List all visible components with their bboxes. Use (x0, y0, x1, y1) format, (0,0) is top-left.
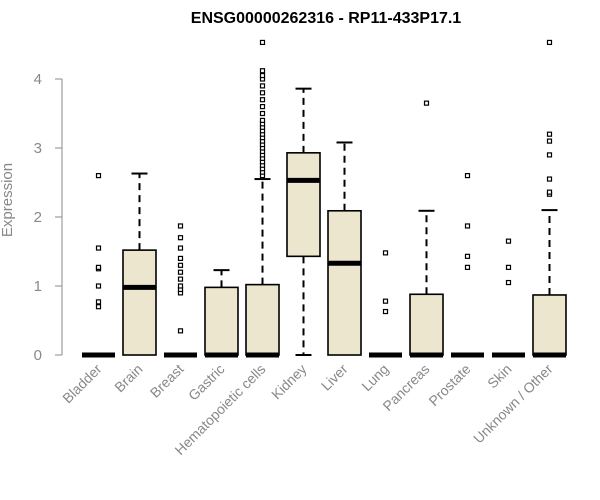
x-tick-label: Breast (147, 361, 187, 401)
outlier-point (464, 264, 471, 270)
box-prostate (451, 173, 484, 358)
box-unknown-other (532, 39, 567, 358)
y-tick-label: 4 (34, 71, 42, 88)
outlier-point (464, 223, 471, 229)
x-tick-label: Bladder (59, 361, 105, 407)
box-body (122, 249, 157, 356)
outlier-point (177, 276, 184, 282)
outlier-point (259, 103, 266, 110)
outlier-point (546, 39, 553, 46)
box-hematopoietic-cells (245, 39, 280, 358)
x-tick-label: Brain (111, 361, 145, 395)
x-tick-label: Liver (318, 361, 351, 394)
box-liver (327, 141, 362, 356)
outlier-point (259, 97, 266, 103)
outlier-point (259, 117, 266, 124)
outlier-point (177, 255, 184, 261)
outlier-point (259, 83, 266, 89)
outlier-point (546, 131, 553, 137)
outlier-point (95, 264, 102, 270)
box-body (409, 293, 444, 356)
x-tick-label: Skin (484, 361, 515, 392)
outlier-point (95, 173, 102, 179)
box-brain (122, 172, 157, 356)
outlier-point (259, 39, 266, 46)
box-gastric (204, 269, 239, 358)
box-kidney (286, 87, 321, 356)
y-tick-label: 0 (34, 347, 42, 364)
outlier-point (177, 223, 184, 229)
outlier-point (177, 245, 184, 251)
box-body (532, 294, 567, 356)
x-tick-label: Kidney (268, 361, 310, 403)
box-body (204, 286, 239, 356)
outlier-point (546, 138, 553, 144)
y-tick-label: 3 (34, 140, 42, 157)
outlier-point (382, 298, 389, 304)
y-axis-label: Expression (0, 163, 16, 237)
outlier-point (95, 304, 102, 310)
x-tick-label: Prostate (425, 361, 473, 409)
outlier-point (259, 68, 266, 74)
outlier-point (505, 279, 512, 286)
outlier-point (95, 283, 102, 289)
outlier-point (464, 173, 471, 179)
outlier-point (382, 308, 389, 315)
outlier-point (546, 189, 553, 195)
outlier-point (177, 328, 184, 334)
outlier-point (259, 72, 266, 79)
outlier-point (177, 235, 184, 241)
outlier-point (259, 90, 266, 96)
box-bladder (82, 173, 115, 358)
y-tick-label: 2 (34, 209, 42, 226)
box-body (286, 152, 321, 258)
y-axis: 0 1 2 3 4 (34, 71, 63, 364)
outlier-point (546, 176, 553, 182)
outlier-point (95, 245, 102, 251)
outlier-point (95, 299, 102, 305)
box-body (327, 209, 362, 356)
outlier-point (177, 262, 184, 268)
outlier-point (423, 100, 430, 106)
box-body (245, 283, 280, 356)
outlier-point (505, 238, 512, 244)
boxes-group (82, 39, 567, 358)
outlier-point (505, 264, 512, 270)
outlier-point (259, 110, 266, 117)
box-skin (492, 238, 525, 358)
outlier-point (177, 269, 184, 275)
box-breast (164, 223, 197, 358)
outlier-point (464, 253, 471, 259)
outlier-point (546, 152, 553, 158)
y-tick-label: 1 (34, 278, 42, 295)
box-lung (369, 250, 402, 358)
x-tick-label: Lung (358, 361, 391, 394)
outlier-point (382, 250, 389, 256)
outlier-point (177, 283, 184, 289)
box-pancreas (409, 100, 444, 358)
chart-title: ENSG00000262316 - RP11-433P17.1 (191, 10, 462, 27)
